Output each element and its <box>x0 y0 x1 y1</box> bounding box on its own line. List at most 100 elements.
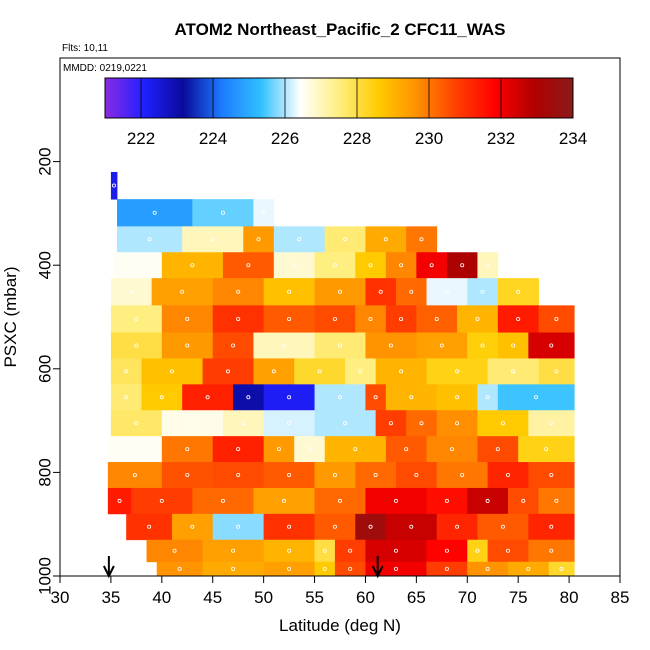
sample-point <box>444 289 449 294</box>
heatmap-cell <box>426 278 468 306</box>
sample-point <box>554 369 559 374</box>
sample-point <box>419 237 424 242</box>
colorbar-tick-label: 234 <box>559 129 587 148</box>
heatmap-cell <box>385 436 427 463</box>
heatmap-cell <box>222 410 265 437</box>
sample-point <box>526 566 531 571</box>
heatmap-cell <box>355 305 387 333</box>
heatmap-cell <box>314 252 356 279</box>
heatmap-cell <box>375 358 427 385</box>
sample-point <box>549 421 554 426</box>
sample-point <box>368 524 373 529</box>
sample-point <box>434 316 439 321</box>
y-axis-label: PSXC (mbar) <box>1 266 20 367</box>
sample-point <box>332 472 337 477</box>
sample-point <box>505 472 510 477</box>
dates-label: MMDD: 0219,0221 <box>63 63 147 74</box>
heatmap-cell <box>212 436 265 463</box>
y-tick-label: 400 <box>35 251 54 279</box>
heatmap-cell <box>314 513 356 541</box>
heatmap-cell <box>222 252 275 279</box>
heatmap-cell <box>263 513 315 541</box>
heatmap-cell <box>385 305 417 333</box>
heatmap-cell <box>263 539 315 563</box>
sample-point <box>343 237 348 242</box>
heatmap-cell <box>202 358 254 385</box>
sample-point <box>409 289 414 294</box>
sample-point <box>147 237 152 242</box>
sample-point <box>388 421 393 426</box>
heatmap-cell <box>528 332 575 359</box>
sample-point <box>475 548 480 553</box>
sample-point <box>231 548 236 553</box>
heatmap-cell <box>141 384 183 411</box>
heatmap-cell <box>202 539 265 563</box>
heatmap-cell <box>538 305 575 333</box>
sample-point <box>297 237 302 242</box>
heatmap-cell <box>212 332 254 359</box>
sample-point <box>521 498 526 503</box>
heatmap-cell <box>314 462 356 489</box>
heatmap-cell <box>117 199 193 227</box>
sample-point <box>190 524 195 529</box>
sample-point <box>332 524 337 529</box>
sample-point <box>480 289 485 294</box>
colorbar: 222 224 226 228 230 232 234 <box>104 77 587 148</box>
y-axis: 200 400 600 800 1000 <box>35 147 60 595</box>
sample-point <box>399 316 404 321</box>
sample-point <box>177 566 182 571</box>
sample-point <box>500 524 505 529</box>
heatmap-cell <box>385 513 438 541</box>
y-tick-label: 800 <box>35 458 54 486</box>
sample-point <box>317 369 322 374</box>
sample-point <box>132 447 137 452</box>
heatmap-cell <box>365 226 407 253</box>
heatmap-cell <box>426 487 468 515</box>
sample-point <box>205 395 210 400</box>
heatmap-cell <box>508 487 539 515</box>
heatmap-cell <box>110 278 153 306</box>
heatmap-cell <box>538 358 575 385</box>
sample-point <box>322 566 327 571</box>
sample-point <box>404 447 409 452</box>
sample-point <box>480 343 485 348</box>
sample-point <box>485 395 490 400</box>
sample-point <box>225 369 230 374</box>
sample-point <box>287 524 292 529</box>
sample-point <box>549 524 554 529</box>
heatmap-cell <box>192 199 254 227</box>
sample-point <box>475 316 480 321</box>
sample-point <box>134 316 139 321</box>
sample-point <box>124 395 129 400</box>
y-tick-label: 1000 <box>35 557 54 595</box>
heatmap-cell <box>345 358 377 385</box>
sample-point <box>236 472 241 477</box>
heatmap-cell <box>497 384 575 411</box>
heatmap-cell <box>182 384 234 411</box>
sample-point <box>185 447 190 452</box>
heatmap-cell <box>548 561 575 576</box>
colorbar-ticks: 222 224 226 228 230 232 234 <box>127 78 587 148</box>
heatmap-cell <box>151 278 214 306</box>
sample-point <box>287 421 292 426</box>
x-tick-label: 70 <box>458 588 477 607</box>
heatmap-cell <box>436 410 478 437</box>
heatmap-cell <box>467 487 509 515</box>
heatmap-cell <box>365 332 417 359</box>
heatmap-cell <box>528 539 575 563</box>
sample-point <box>534 395 539 400</box>
heatmap-cell <box>161 436 214 463</box>
sample-point <box>220 210 225 215</box>
sample-point <box>554 498 559 503</box>
heatmap-cell <box>113 252 163 279</box>
heatmap-cell <box>146 539 203 563</box>
sample-point <box>276 447 281 452</box>
colorbar-tick-label: 228 <box>343 129 371 148</box>
sample-point <box>409 395 414 400</box>
heatmap-cell <box>314 539 336 563</box>
colorbar-gradient <box>104 77 574 119</box>
colorbar-tick-label: 230 <box>415 129 443 148</box>
sample-point <box>409 524 414 529</box>
sample-point <box>348 566 353 571</box>
sample-point <box>383 237 388 242</box>
